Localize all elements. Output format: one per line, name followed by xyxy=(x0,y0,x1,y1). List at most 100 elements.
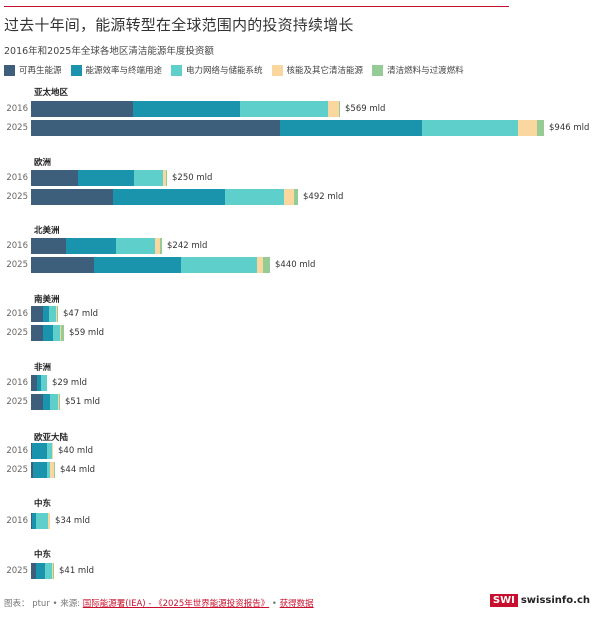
total-label: $41 mld xyxy=(59,566,94,576)
stacked-bar[interactable] xyxy=(31,443,53,459)
bar-segment[interactable] xyxy=(78,170,134,186)
bar-segment[interactable] xyxy=(53,563,54,579)
bar-segment[interactable] xyxy=(52,563,53,579)
bar-row: 2016 $569 mld xyxy=(0,101,385,117)
bar-segment[interactable] xyxy=(294,189,298,205)
bar-segment[interactable] xyxy=(31,238,66,254)
bar-segment[interactable] xyxy=(36,563,45,579)
bar-segment[interactable] xyxy=(45,563,52,579)
bar-segment[interactable] xyxy=(66,238,116,254)
stacked-bar[interactable] xyxy=(31,375,47,391)
bar-segment[interactable] xyxy=(31,394,43,410)
bar-segment[interactable] xyxy=(31,513,32,529)
bar-segment[interactable] xyxy=(113,189,225,205)
bar-segment[interactable] xyxy=(48,513,50,529)
stacked-bar[interactable] xyxy=(31,238,162,254)
bar-segment[interactable] xyxy=(41,375,47,391)
bar-segment[interactable] xyxy=(60,325,61,341)
bar-segment[interactable] xyxy=(37,375,41,391)
stacked-bar[interactable] xyxy=(31,189,298,205)
bar-segment[interactable] xyxy=(31,257,94,273)
bar-segment[interactable] xyxy=(47,462,50,478)
bar-segment[interactable] xyxy=(33,462,47,478)
bar-segment[interactable] xyxy=(31,101,133,117)
bar-segment[interactable] xyxy=(57,306,58,322)
region-label: 北美洲 xyxy=(34,226,60,236)
bar-row: 2025 $44 mld xyxy=(0,462,95,478)
legend-item-renewables: 可再生能源 xyxy=(4,64,62,76)
bar-segment[interactable] xyxy=(422,120,518,136)
bar-segment[interactable] xyxy=(43,325,53,341)
bar-segment[interactable] xyxy=(94,257,181,273)
bar-segment[interactable] xyxy=(31,375,37,391)
total-label: $59 mld xyxy=(69,328,104,338)
bar-segment[interactable] xyxy=(134,170,163,186)
bar-segment[interactable] xyxy=(31,189,113,205)
bar-segment[interactable] xyxy=(36,513,48,529)
bar-segment[interactable] xyxy=(257,257,263,273)
bar-segment[interactable] xyxy=(50,394,58,410)
bar-segment[interactable] xyxy=(31,306,43,322)
bar-segment[interactable] xyxy=(263,257,270,273)
total-label: $440 mld xyxy=(275,260,316,270)
source-link[interactable]: 国际能源署(IEA) - 《2025年世界能源投资报告》 xyxy=(82,599,270,609)
bar-segment[interactable] xyxy=(163,170,166,186)
brand-name: swissinfo.ch xyxy=(520,595,590,606)
bar-segment[interactable] xyxy=(328,101,339,117)
stacked-bar[interactable] xyxy=(31,120,544,136)
stacked-bar[interactable] xyxy=(31,306,58,322)
bar-segment[interactable] xyxy=(54,462,55,478)
bar-segment[interactable] xyxy=(339,101,340,117)
bar-segment[interactable] xyxy=(155,238,160,254)
top-rule xyxy=(4,6,509,7)
total-label: $569 mld xyxy=(345,104,386,114)
bar-segment[interactable] xyxy=(52,443,53,459)
bar-segment[interactable] xyxy=(56,306,57,322)
bar-segment[interactable] xyxy=(61,325,64,341)
bar-segment[interactable] xyxy=(53,325,60,341)
year-label: 2016 xyxy=(6,309,28,319)
bar-segment[interactable] xyxy=(160,238,162,254)
bar-row: 2025 $440 mld xyxy=(0,257,315,273)
stacked-bar[interactable] xyxy=(31,394,60,410)
region-label: 中东 xyxy=(34,550,52,560)
stacked-bar[interactable] xyxy=(31,170,167,186)
bar-segment[interactable] xyxy=(43,306,49,322)
bar-segment[interactable] xyxy=(31,170,78,186)
swi-badge: SWI xyxy=(489,594,518,607)
bar-segment[interactable] xyxy=(116,238,155,254)
bar-segment[interactable] xyxy=(58,394,59,410)
bar-segment[interactable] xyxy=(181,257,257,273)
bar-segment[interactable] xyxy=(240,101,328,117)
bar-segment[interactable] xyxy=(31,563,36,579)
bar-segment[interactable] xyxy=(166,170,167,186)
bar-row: 2025 $41 mld xyxy=(0,563,94,579)
bar-segment[interactable] xyxy=(31,325,43,341)
stacked-bar[interactable] xyxy=(31,325,64,341)
bar-segment[interactable] xyxy=(31,462,33,478)
stacked-bar[interactable] xyxy=(31,563,54,579)
bar-segment[interactable] xyxy=(280,120,422,136)
bar-segment[interactable] xyxy=(43,394,50,410)
bar-segment[interactable] xyxy=(49,306,56,322)
stacked-bar[interactable] xyxy=(31,101,340,117)
get-data-link[interactable]: 获得数据 xyxy=(279,599,314,609)
year-label: 2025 xyxy=(6,328,28,338)
year-label: 2025 xyxy=(6,192,28,202)
bar-segment[interactable] xyxy=(31,443,32,459)
bar-segment[interactable] xyxy=(133,101,240,117)
stacked-bar[interactable] xyxy=(31,513,50,529)
stacked-bar[interactable] xyxy=(31,462,55,478)
bar-segment[interactable] xyxy=(284,189,294,205)
year-label: 2025 xyxy=(6,566,28,576)
bar-segment[interactable] xyxy=(32,513,36,529)
bar-segment[interactable] xyxy=(537,120,544,136)
stacked-bar[interactable] xyxy=(31,257,270,273)
bar-segment[interactable] xyxy=(59,394,60,410)
bar-segment[interactable] xyxy=(518,120,537,136)
bar-segment[interactable] xyxy=(225,189,284,205)
bar-segment[interactable] xyxy=(50,462,54,478)
bar-segment[interactable] xyxy=(47,443,52,459)
bar-segment[interactable] xyxy=(31,120,280,136)
bar-segment[interactable] xyxy=(32,443,47,459)
